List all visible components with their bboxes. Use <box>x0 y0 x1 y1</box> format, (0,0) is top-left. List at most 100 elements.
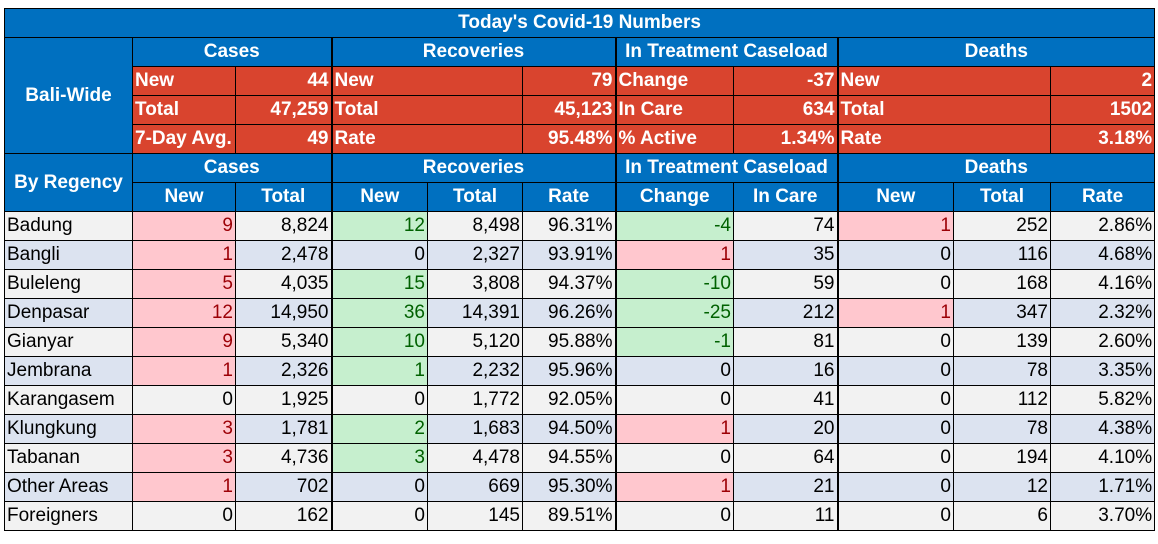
cell-c-total: 2,326 <box>235 356 332 386</box>
cell-c-total: 4,736 <box>235 443 332 473</box>
table-row: Badung 9 8,824 12 8,498 96.31% -4 74 1 252 2.86% <box>4 211 1156 241</box>
cell-c-total: 2,478 <box>235 240 332 270</box>
cell-d-rate: 2.32% <box>1049 298 1156 328</box>
cell-r-total: 2,232 <box>427 356 523 386</box>
cell-d-new: 1 <box>836 211 954 241</box>
cell-r-rate: 96.31% <box>522 211 616 241</box>
cell-r-new: 3 <box>330 443 428 473</box>
cell-r-total: 8,498 <box>427 211 523 241</box>
bali-cases-label: Total <box>132 95 236 125</box>
table-row: Bangli 1 2,478 0 2,327 93.91% 1 35 0 116 4.68% <box>4 240 1156 270</box>
cell-c-new: 5 <box>132 269 236 299</box>
cell-d-new: 0 <box>836 385 954 415</box>
cell-r-rate: 94.55% <box>522 443 616 473</box>
bali-cases-value: 47,259 <box>235 95 332 125</box>
col-header: Rate <box>1049 182 1156 212</box>
regency-name: Klungkung <box>4 414 133 444</box>
bali-treatment-label: Change <box>614 66 734 96</box>
col-header: New <box>330 182 428 212</box>
cell-t-change: 1 <box>614 240 734 270</box>
cell-d-new: 0 <box>836 356 954 386</box>
cell-r-total: 4,478 <box>427 443 523 473</box>
cell-d-rate: 5.82% <box>1049 385 1156 415</box>
cell-c-total: 5,340 <box>235 327 332 357</box>
cell-t-care: 11 <box>733 501 838 531</box>
cell-t-care: 16 <box>733 356 838 386</box>
cell-t-care: 20 <box>733 414 838 444</box>
cell-c-new: 12 <box>132 298 236 328</box>
bali-treatment-value: -37 <box>733 66 838 96</box>
cell-c-new: 1 <box>132 472 236 502</box>
col-header: New <box>132 182 236 212</box>
cell-d-total: 112 <box>953 385 1051 415</box>
cell-d-new: 0 <box>836 472 954 502</box>
cell-d-rate: 3.35% <box>1049 356 1156 386</box>
col-header: Total <box>235 182 332 212</box>
bali-row-1: New 44 New 79 Change -37 New 2 <box>5 66 1156 96</box>
cell-c-new: 1 <box>132 240 236 270</box>
cell-t-care: 35 <box>733 240 838 270</box>
bali-cases-value: 49 <box>235 124 332 154</box>
cell-d-total: 168 <box>953 269 1051 299</box>
cell-r-total: 14,391 <box>427 298 523 328</box>
cell-r-new: 12 <box>330 211 428 241</box>
cell-r-new: 0 <box>330 240 428 270</box>
group-header-recoveries: Recoveries <box>330 153 616 183</box>
regency-name: Badung <box>4 211 133 241</box>
group-header-cases: Cases <box>132 37 332 67</box>
cell-r-new: 0 <box>330 385 428 415</box>
col-header: Total <box>953 182 1051 212</box>
bali-treatment-label: In Care <box>614 95 734 125</box>
cell-t-care: 21 <box>733 472 838 502</box>
cell-t-care: 81 <box>733 327 838 357</box>
cell-r-new: 0 <box>330 501 428 531</box>
group-header-deaths: Deaths <box>836 37 1156 67</box>
cell-d-new: 1 <box>836 298 954 328</box>
table-title: Today's Covid-19 Numbers <box>3 8 1156 38</box>
cell-r-rate: 94.50% <box>522 414 616 444</box>
cell-r-rate: 95.96% <box>522 356 616 386</box>
table-row: Other Areas 1 702 0 669 95.30% 1 21 0 12 1.71% <box>4 472 1156 502</box>
cell-d-rate: 2.60% <box>1049 327 1156 357</box>
cell-t-change: 0 <box>614 385 734 415</box>
col-header: Change <box>614 182 734 212</box>
table-row: Gianyar 9 5,340 10 5,120 95.88% -1 81 0 139 2.60% <box>4 327 1156 357</box>
cell-c-new: 3 <box>132 414 236 444</box>
cell-t-care: 59 <box>733 269 838 299</box>
bali-treatment-value: 634 <box>733 95 838 125</box>
cell-d-new: 0 <box>836 414 954 444</box>
cell-c-total: 8,824 <box>235 211 332 241</box>
cell-c-new: 0 <box>132 501 236 531</box>
cell-r-rate: 92.05% <box>522 385 616 415</box>
bali-treatment-label: % Active <box>614 124 734 154</box>
cell-t-care: 41 <box>733 385 838 415</box>
cell-d-rate: 4.10% <box>1049 443 1156 473</box>
cell-d-new: 0 <box>836 501 954 531</box>
col-header: In Care <box>733 182 838 212</box>
cell-r-new: 0 <box>330 472 428 502</box>
cell-c-new: 9 <box>132 327 236 357</box>
bali-cases-label: New <box>132 66 236 96</box>
bali-treatment-value: 1.34% <box>733 124 838 154</box>
cell-d-total: 116 <box>953 240 1051 270</box>
cell-d-rate: 4.68% <box>1049 240 1156 270</box>
cell-r-total: 669 <box>427 472 523 502</box>
cell-r-rate: 93.91% <box>522 240 616 270</box>
bali-deaths-value: 3.18% <box>1049 124 1156 154</box>
cell-r-new: 2 <box>330 414 428 444</box>
regency-name: Buleleng <box>4 269 133 299</box>
cell-d-new: 0 <box>836 240 954 270</box>
cell-d-total: 139 <box>953 327 1051 357</box>
bali-recoveries-value: 95.48% <box>522 124 616 154</box>
cell-d-rate: 4.16% <box>1049 269 1156 299</box>
bali-recoveries-value: 79 <box>522 66 616 96</box>
col-header: Rate <box>522 182 616 212</box>
cell-t-change: 0 <box>614 443 734 473</box>
regency-name: Tabanan <box>4 443 133 473</box>
bali-deaths-value: 2 <box>1049 66 1156 96</box>
table-row: Klungkung 3 1,781 2 1,683 94.50% 1 20 0 78 4.38% <box>4 414 1156 444</box>
cell-d-total: 252 <box>953 211 1051 241</box>
cell-r-new: 1 <box>330 356 428 386</box>
group-header-treatment: In Treatment Caseload <box>614 153 838 183</box>
cell-d-total: 6 <box>953 501 1051 531</box>
